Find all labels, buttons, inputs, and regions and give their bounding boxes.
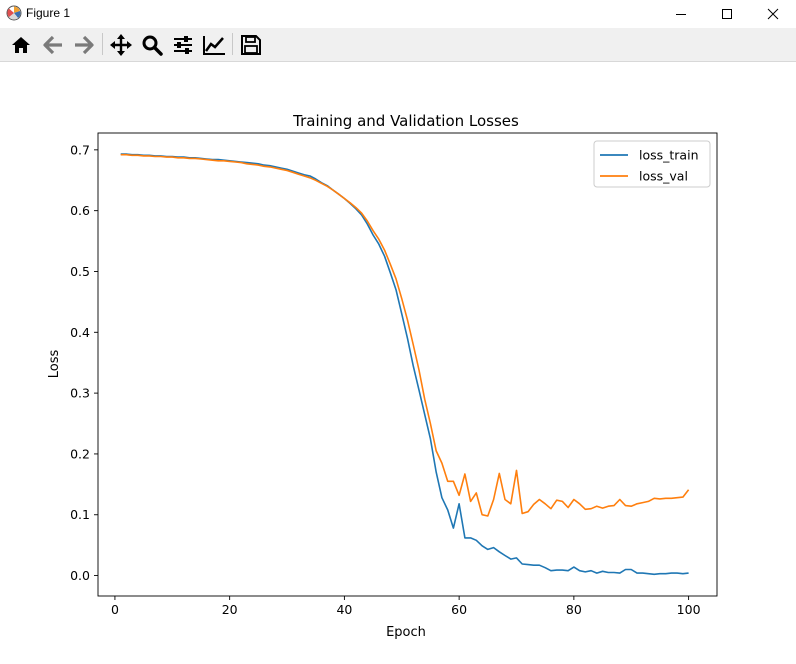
close-button[interactable]: [750, 0, 796, 28]
toolbar-separator: [232, 33, 233, 55]
floppy-disk-icon: [241, 35, 261, 55]
configure-subplots-button[interactable]: [170, 32, 196, 58]
move-icon: [110, 34, 132, 56]
x-tick-label: 20: [222, 602, 238, 617]
series-line-loss_val: [120, 153, 690, 517]
y-axis-label: Loss: [47, 350, 62, 379]
x-tick-label: 60: [451, 602, 467, 617]
y-tick-label: 0.2: [70, 446, 90, 461]
search-icon: [142, 35, 163, 56]
edit-axis-button[interactable]: [201, 32, 227, 58]
toolbar-separator: [102, 33, 103, 55]
maximize-button[interactable]: [704, 0, 750, 28]
y-tick-label: 0.6: [70, 203, 90, 218]
y-tick-label: 0.4: [70, 325, 90, 340]
forward-button[interactable]: [71, 32, 97, 58]
x-tick-label: 100: [677, 602, 701, 617]
x-tick-label: 80: [566, 602, 582, 617]
window-title: Figure 1: [26, 6, 71, 20]
chart-legend: loss_train loss_val: [593, 140, 711, 188]
navigation-toolbar: [0, 28, 796, 62]
y-tick-label: 0.3: [70, 386, 90, 401]
save-button[interactable]: [238, 32, 264, 58]
legend-label-loss_val: loss_val: [639, 169, 688, 184]
y-tick-label: 0.1: [70, 507, 90, 522]
legend-label-loss_train: loss_train: [639, 148, 699, 163]
y-tick-label: 0.5: [70, 264, 90, 279]
minimize-icon: [676, 14, 686, 15]
matplotlib-icon: [6, 5, 22, 21]
chart-line-icon: [203, 36, 225, 55]
series-line-loss_train: [120, 153, 689, 576]
plot-frame: [97, 132, 718, 597]
home-button[interactable]: [8, 32, 34, 58]
y-tick-label: 0.0: [70, 568, 90, 583]
line-chart: Training and Validation Losses 0 20 40 60 80…: [47, 112, 718, 640]
x-tick-label: 40: [336, 602, 352, 617]
zoom-button[interactable]: [139, 32, 165, 58]
home-icon: [12, 37, 30, 53]
arrow-right-icon: [75, 35, 94, 55]
back-button[interactable]: [40, 32, 66, 58]
sliders-icon: [174, 36, 192, 54]
arrow-left-icon: [43, 35, 62, 55]
close-icon: [767, 8, 779, 20]
pan-button[interactable]: [108, 32, 134, 58]
x-tick-label: 0: [111, 602, 119, 617]
window-titlebar: Figure 1: [0, 0, 796, 28]
x-axis-label: Epoch: [386, 625, 426, 640]
minimize-button[interactable]: [658, 0, 704, 28]
maximize-icon: [722, 9, 732, 19]
y-tick-label: 0.7: [70, 142, 90, 157]
figure-canvas[interactable]: Training and Validation Losses 0 20 40 60 80…: [0, 62, 796, 660]
chart-title: Training and Validation Losses: [292, 112, 519, 130]
